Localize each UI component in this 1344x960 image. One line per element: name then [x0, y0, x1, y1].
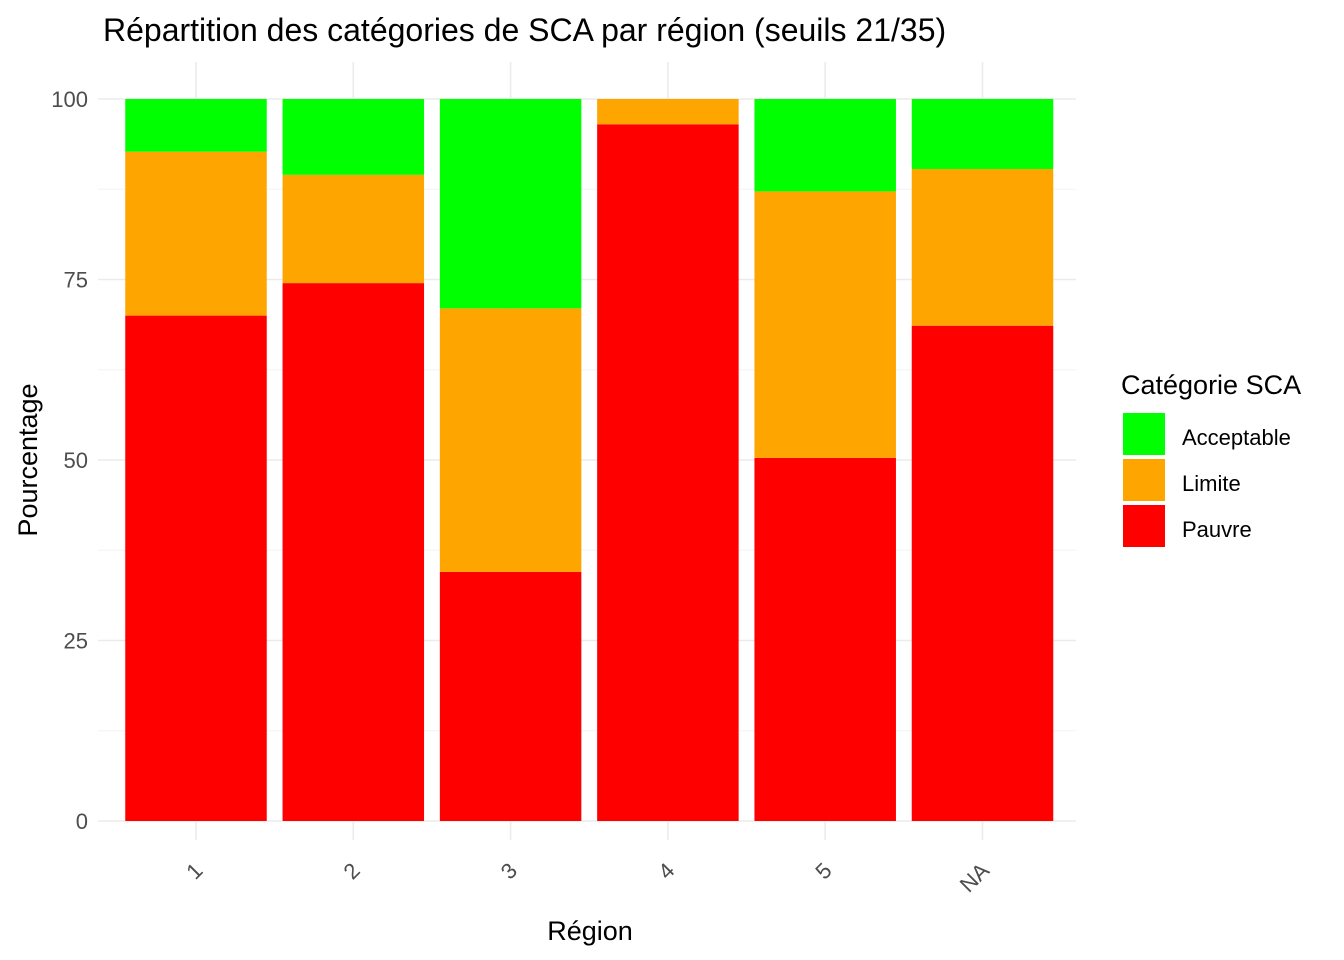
x-tick-label: 2: [338, 858, 364, 884]
bar-segment-limite: [439, 308, 582, 572]
y-tick-label: 75: [64, 268, 88, 293]
bar-segment-limite: [597, 99, 739, 125]
x-tick-label: 4: [653, 858, 679, 884]
bar-segment-limite: [125, 151, 267, 316]
legend-swatch-acceptable: [1123, 413, 1165, 455]
bars: [125, 99, 1054, 821]
y-tick-label: 100: [51, 87, 88, 112]
x-axis-title: Région: [547, 916, 633, 946]
bar-segment-pauvre: [911, 325, 1054, 821]
bar-segment-pauvre: [754, 457, 896, 821]
bar-segment-limite: [282, 174, 425, 284]
bar-segment-pauvre: [439, 571, 582, 821]
y-tick-label: 25: [64, 629, 88, 654]
legend-label-acceptable: Acceptable: [1182, 425, 1291, 450]
legend-swatch-limite: [1123, 459, 1165, 501]
y-axis-ticks: 0 25 50 75 100: [51, 87, 88, 834]
legend-label-limite: Limite: [1182, 471, 1241, 496]
y-tick-label: 50: [64, 448, 88, 473]
bar-segment-acceptable: [439, 99, 582, 309]
bar-segment-pauvre: [282, 283, 425, 821]
legend-title: Catégorie SCA: [1121, 370, 1301, 400]
chart-title: Répartition des catégories de SCA par ré…: [103, 12, 946, 48]
bar-segment-acceptable: [911, 99, 1054, 170]
legend-swatch-pauvre: [1123, 505, 1165, 547]
x-axis-ticks: 1 2 3 4 5 NA: [181, 858, 994, 898]
x-tick-label: 3: [496, 858, 522, 884]
y-tick-label: 0: [76, 809, 88, 834]
bar-segment-acceptable: [125, 99, 267, 152]
bar-segment-limite: [911, 169, 1054, 326]
bar-segment-pauvre: [597, 124, 739, 821]
legend-label-pauvre: Pauvre: [1182, 517, 1252, 542]
x-tick-label: 1: [181, 858, 207, 884]
x-tick-label: NA: [955, 858, 995, 898]
bar-segment-pauvre: [125, 315, 267, 821]
bar-segment-acceptable: [754, 99, 896, 192]
x-tick-label: 5: [810, 858, 836, 884]
bar-segment-acceptable: [282, 99, 425, 175]
y-axis-title: Pourcentage: [13, 383, 43, 536]
legend: Catégorie SCA Acceptable Limite Pauvre: [1121, 370, 1301, 547]
bar-segment-limite: [754, 191, 896, 458]
